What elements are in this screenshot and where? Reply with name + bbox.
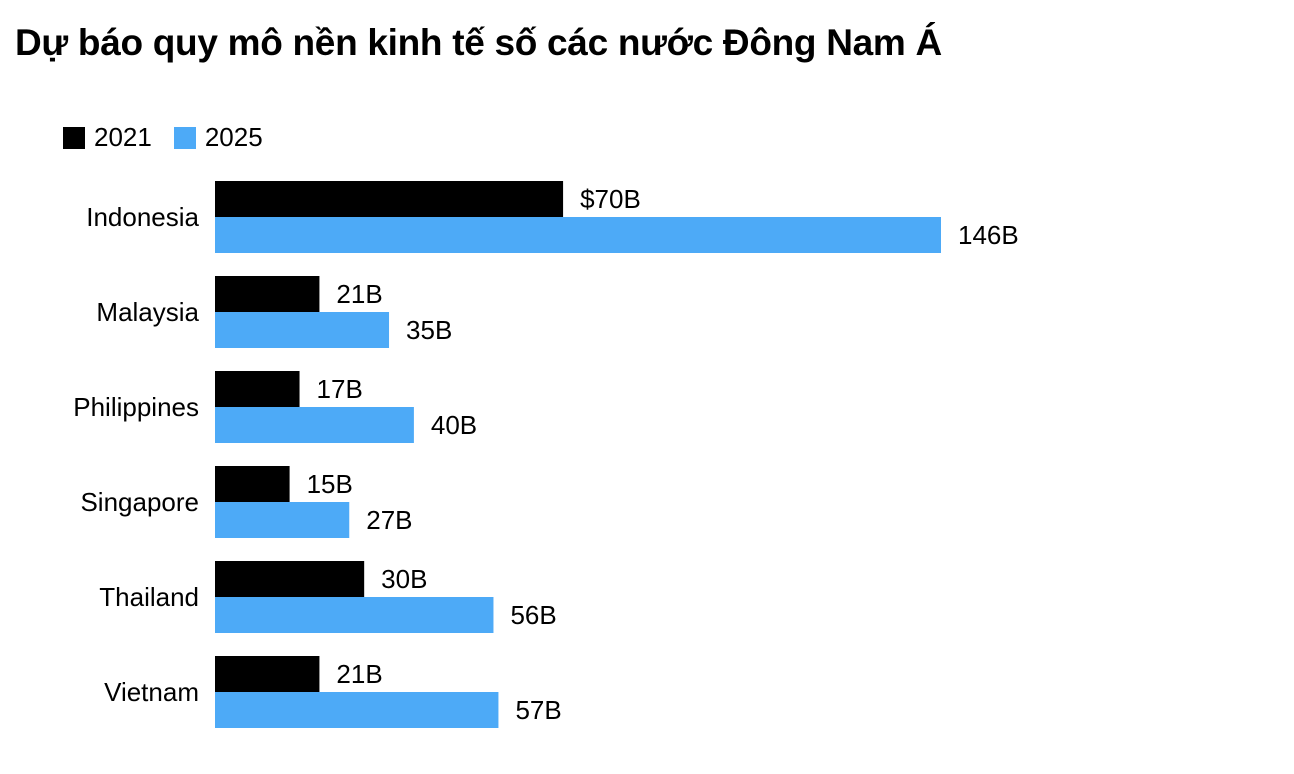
category-label-indonesia: Indonesia [86,202,199,232]
legend-swatch-2025 [173,126,196,149]
legend-label-2021: 2021 [94,122,152,152]
data-label-philippines-2021: 17B [317,374,363,404]
category-label-singapore: Singapore [80,487,199,517]
data-label-philippines-2025: 40B [431,410,477,440]
bar-philippines-2021 [215,371,300,407]
bar-singapore-2025 [215,502,350,538]
category-label-thailand: Thailand [99,582,199,612]
data-label-vietnam-2025: 57B [515,695,561,725]
bar-singapore-2021 [215,466,290,502]
category-label-malaysia: Malaysia [96,297,199,327]
data-label-thailand-2021: 30B [381,564,427,594]
data-label-vietnam-2021: 21B [336,659,382,689]
legend-swatch-2021 [63,126,85,149]
bar-malaysia-2021 [215,276,320,312]
data-label-malaysia-2021: 21B [336,279,382,309]
legend-item-2021: 2021 [63,122,152,153]
bar-indonesia-2021 [215,181,564,217]
data-label-indonesia-2025: 146B [958,220,1019,250]
data-label-indonesia-2021: $70B [580,184,641,214]
bar-indonesia-2025 [215,217,941,253]
legend: 2021 2025 [63,122,285,153]
data-label-singapore-2021: 15B [307,469,353,499]
bar-vietnam-2025 [215,692,499,728]
category-label-vietnam: Vietnam [104,677,199,707]
bar-thailand-2025 [215,597,494,633]
data-label-thailand-2025: 56B [510,600,556,630]
legend-label-2025: 2025 [204,122,263,152]
chart-title: Dự báo quy mô nền kinh tế số các nước Đô… [15,22,942,63]
bar-philippines-2025 [215,407,414,443]
bar-thailand-2021 [215,561,365,597]
data-label-singapore-2025: 27B [366,505,412,535]
bar-malaysia-2025 [215,312,390,348]
category-label-philippines: Philippines [73,392,199,422]
bar-vietnam-2021 [215,656,320,692]
legend-item-2025: 2025 [173,122,263,153]
data-label-malaysia-2025: 35B [406,315,452,345]
